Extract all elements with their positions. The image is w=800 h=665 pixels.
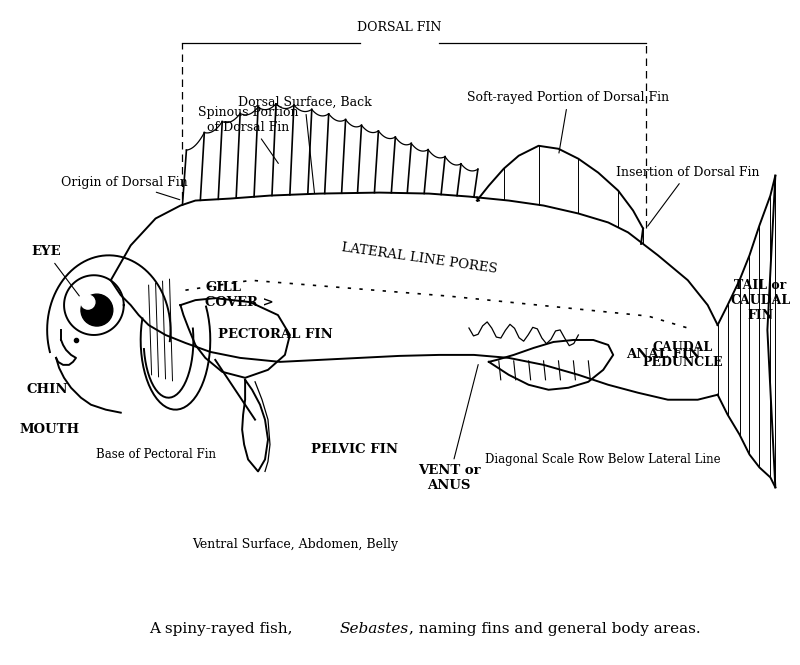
- Text: PECTORAL FIN: PECTORAL FIN: [218, 329, 332, 342]
- Text: Sebastes: Sebastes: [340, 622, 409, 636]
- Text: CHIN: CHIN: [26, 383, 68, 396]
- Text: CAUDAL
PEDUNCLE: CAUDAL PEDUNCLE: [642, 341, 723, 369]
- Text: EYE: EYE: [31, 245, 79, 296]
- Text: VENT or
ANUS: VENT or ANUS: [418, 364, 480, 492]
- Text: TAIL or
CAUDAL
FIN: TAIL or CAUDAL FIN: [730, 279, 790, 322]
- Text: Soft-rayed Portion of Dorsal Fin: Soft-rayed Portion of Dorsal Fin: [467, 91, 670, 153]
- Text: LATERAL LINE PORES: LATERAL LINE PORES: [341, 241, 498, 276]
- Text: PELVIC FIN: PELVIC FIN: [311, 443, 398, 456]
- Circle shape: [81, 294, 113, 326]
- Text: , naming fins and general body areas.: , naming fins and general body areas.: [410, 622, 701, 636]
- Circle shape: [81, 295, 95, 309]
- Text: DORSAL FIN: DORSAL FIN: [357, 21, 442, 35]
- Text: A spiny-rayed fish,: A spiny-rayed fish,: [149, 622, 297, 636]
- Text: Ventral Surface, Abdomen, Belly: Ventral Surface, Abdomen, Belly: [192, 537, 398, 551]
- Text: MOUTH: MOUTH: [19, 423, 79, 436]
- Text: Origin of Dorsal Fin: Origin of Dorsal Fin: [61, 176, 188, 200]
- Text: Insertion of Dorsal Fin: Insertion of Dorsal Fin: [616, 166, 759, 226]
- Text: Base of Pectoral Fin: Base of Pectoral Fin: [95, 448, 215, 461]
- Text: Spinous Portion
of Dorsal Fin: Spinous Portion of Dorsal Fin: [198, 106, 298, 164]
- Text: ANAL FIN: ANAL FIN: [626, 348, 700, 361]
- Text: GILL
COVER >: GILL COVER >: [206, 281, 274, 309]
- Text: Diagonal Scale Row Below Lateral Line: Diagonal Scale Row Below Lateral Line: [486, 453, 721, 466]
- Text: Dorsal Surface, Back: Dorsal Surface, Back: [238, 96, 372, 193]
